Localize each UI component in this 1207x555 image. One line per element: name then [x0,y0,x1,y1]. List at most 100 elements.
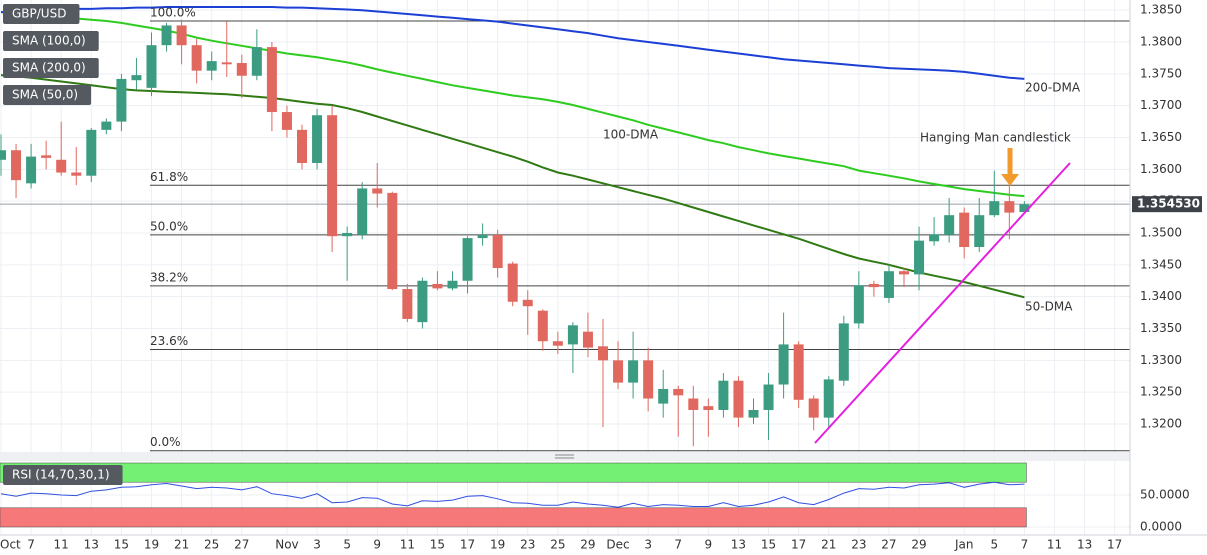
candle-body [718,380,729,410]
candle-body [86,129,97,176]
candle-body [116,78,127,122]
x-tick-label: 13 [84,538,99,552]
candle-body [688,398,699,410]
legend-label: RSI (14,70,30,1) [12,468,110,482]
rsi-tick-label: 0.0000 [1140,520,1182,534]
candle-body [101,121,112,130]
x-tick-label: 29 [911,538,926,552]
legend-box [3,58,99,78]
x-tick-label: 7 [27,538,35,552]
candle-body [853,285,864,324]
candle-body [71,172,82,176]
y-tick-label: 1.3750 [1140,66,1182,80]
candle-body [552,341,563,346]
candle-body [477,234,488,239]
fib-label: 61.8% [150,170,188,184]
x-tick-label: 13 [1077,538,1092,552]
x-tick-label: 21 [821,538,836,552]
trend-line [814,162,1071,444]
legend-box [3,31,99,51]
legend-label: SMA (100,0) [12,34,86,48]
candle-body [613,360,624,383]
candle-body [507,263,518,302]
candle-body [11,150,22,181]
candle-body [643,360,654,399]
x-tick-label: 21 [174,538,189,552]
candle-body [748,409,759,418]
candle-body [793,344,804,400]
candle-body [372,188,383,194]
y-tick-label: 1.3400 [1140,289,1182,303]
candle-body [673,388,684,396]
candle-body [883,271,894,298]
candle-body [1019,204,1030,212]
candle-body [868,283,879,288]
candle-body [26,156,37,184]
y-tick-label: 1.3800 [1140,35,1182,49]
candle-body [944,215,955,235]
fib-label: 0.0% [150,435,181,449]
fib-label: 50.0% [150,219,188,233]
candle-body [236,63,247,76]
y-tick-label: 1.3200 [1140,416,1182,430]
oversold-band [0,507,1027,528]
fib-label: 38.2% [150,270,188,284]
candle-body [763,384,774,410]
x-tick-label: 13 [731,538,746,552]
candle-body [146,45,157,88]
candle-body [357,188,368,235]
candle-body [899,271,909,275]
overbought-band [0,462,1027,483]
candle-body [176,25,187,46]
candle-body [191,45,202,71]
legend-box [3,85,92,105]
last-price-box [1132,196,1202,213]
x-tick-label: 25 [550,538,565,552]
candle-body [56,159,67,173]
candle-body [959,212,970,248]
x-tick-label: 9 [373,538,381,552]
legend-box [3,4,80,24]
ma-label: 200-DMA [1025,81,1081,95]
candle-body [808,398,819,418]
candle-body [417,280,428,323]
candle-body [703,406,714,410]
candle-body [387,192,398,290]
candle-body [492,234,503,269]
candle-body [974,215,985,248]
candle-body [266,47,277,113]
candle-body [567,325,578,345]
y-tick-label: 1.3850 [1140,3,1182,17]
y-tick-label: 1.3350 [1140,321,1182,335]
arrow-head [1001,174,1019,186]
x-tick-label: 27 [881,538,896,552]
legend-label: SMA (200,0) [12,61,86,75]
x-tick-label: 5 [990,538,998,552]
x-tick-label: 19 [490,538,505,552]
candle-body [447,280,458,289]
candle-body [989,201,1000,216]
x-tick-label: 3 [313,538,321,552]
candle-body [914,240,925,275]
candle-body [206,61,217,71]
candle-body [327,115,338,237]
y-tick-label: 1.3500 [1140,226,1182,240]
y-tick-label: 1.3700 [1140,98,1182,112]
legend-box [3,465,123,485]
x-tick-label: 11 [1047,538,1062,552]
x-tick-label: 3 [644,538,652,552]
candle-body [929,234,940,242]
x-tick-label: Jan [954,538,974,552]
x-tick-label: 7 [1021,538,1029,552]
candle-body [131,75,142,81]
x-tick-label: 17 [1107,538,1122,552]
y-tick-label: 1.3250 [1140,385,1182,399]
legend-label: SMA (50,0) [12,88,78,102]
candle-body [522,299,533,307]
candle-body [251,47,262,76]
x-tick-label: 15 [430,538,445,552]
x-tick-label: 19 [144,538,159,552]
x-tick-label: 17 [791,538,806,552]
candle-body [221,62,232,65]
